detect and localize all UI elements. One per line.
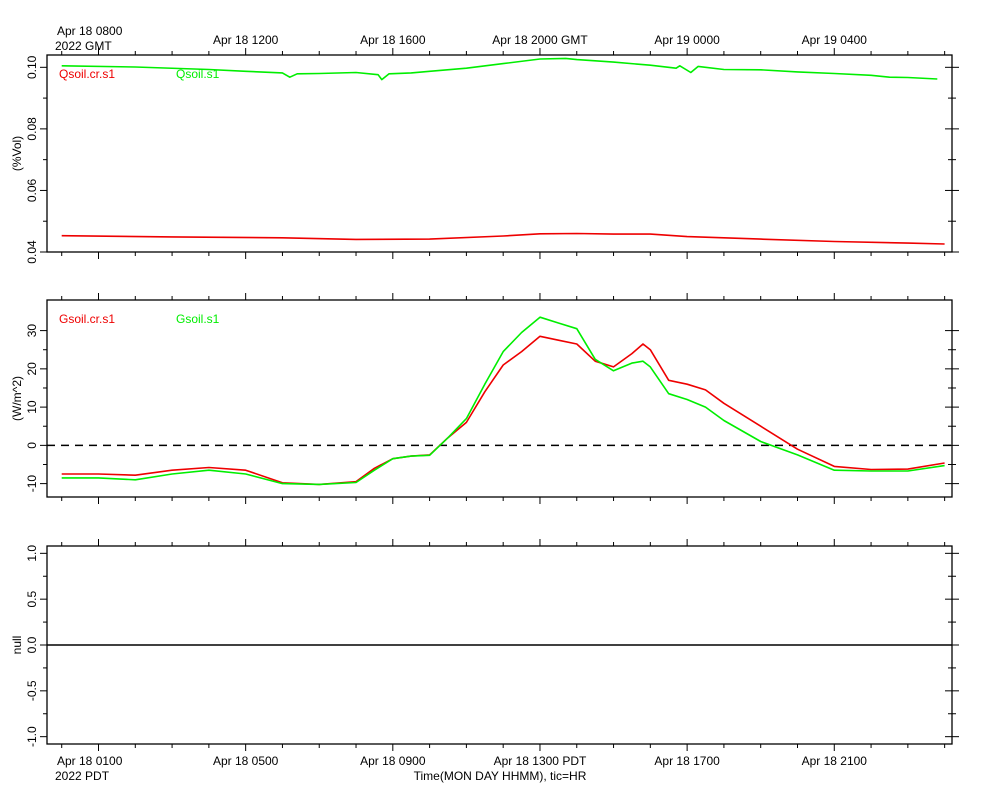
series-line-qsoil-cr-s1 — [61, 232, 945, 245]
top-axis-year-label: 2022 GMT — [55, 39, 112, 53]
bottom-axis-tick-label: Apr 18 0900 — [360, 754, 426, 768]
top-time-axis: Apr 18 0800 Apr 18 1200 Apr 18 1600 Apr 18 … — [57, 24, 867, 47]
y-axis-title: (W/m^2) — [10, 376, 24, 421]
legend-label-qsoil-cr-s1: Qsoil.cr.s1 — [59, 67, 115, 81]
y-tick-label: 0.10 — [25, 55, 39, 79]
soil-heat-flux-panel: -10 0 10 20 30 (W/m^2) Gsoil.cr.s1 Gsoil.s1 — [10, 293, 959, 504]
y-tick-label: 30 — [25, 324, 39, 338]
y-axis-title: (%Vol) — [10, 136, 24, 171]
series-line-qsoil-s1 — [61, 57, 938, 81]
y-axis-title: null — [10, 636, 24, 655]
bottom-axis-year-label: 2022 PDT — [55, 769, 110, 783]
y-tick-label: -1.0 — [25, 726, 39, 747]
top-axis-tick-label: Apr 19 0000 — [654, 33, 720, 47]
y-tick-label: 0.06 — [25, 178, 39, 202]
bottom-axis-tick-label: Apr 18 1700 — [654, 754, 720, 768]
top-axis-tick-label: Apr 18 1600 — [360, 33, 426, 47]
legend-label-gsoil-cr-s1: Gsoil.cr.s1 — [59, 312, 115, 326]
panel-frame — [46, 54, 953, 253]
panel-frame — [46, 299, 953, 498]
y-tick-label: 0.04 — [25, 240, 39, 264]
soil-moisture-panel: 0.04 0.06 0.08 0.10 (%Vol) Qsoil.cr.s1 Qsoil.s… — [10, 48, 959, 264]
top-axis-tick-label: Apr 18 1200 — [213, 33, 279, 47]
bottom-axis-tick-label: Apr 18 0500 — [213, 754, 279, 768]
y-tick-label: 0.0 — [25, 636, 39, 653]
series-line-gsoil-cr-s1 — [61, 335, 945, 486]
y-tick-label: 1.0 — [25, 545, 39, 562]
y-tick-label: 0.08 — [25, 117, 39, 141]
y-tick-label: 0.5 — [25, 591, 39, 608]
y-tick-label: -0.5 — [25, 680, 39, 701]
x-axis-title: Time(MON DAY HHMM), tic=HR — [414, 769, 587, 783]
bottom-axis-tick-label: Apr 18 0100 — [57, 754, 123, 768]
legend-label-gsoil-s1: Gsoil.s1 — [176, 312, 220, 326]
y-tick-label: 20 — [25, 362, 39, 376]
y-tick-label: -10 — [25, 475, 39, 493]
null-panel: -1.0 -0.5 0.0 0.5 1.0 null — [10, 539, 959, 751]
bottom-time-axis: Apr 18 0100 Apr 18 0500 Apr 18 0900 Apr 18 … — [57, 754, 867, 768]
top-axis-tick-label: Apr 18 2000 GMT — [492, 33, 588, 47]
top-axis-tick-label: Apr 19 0400 — [802, 33, 868, 47]
top-axis-tick-label: Apr 18 0800 — [57, 24, 123, 38]
bottom-axis-tick-label: Apr 18 2100 — [802, 754, 868, 768]
y-tick-label: 0 — [25, 442, 39, 449]
series-line-gsoil-s1 — [61, 316, 945, 486]
bottom-axis-tick-label: Apr 18 1300 PDT — [494, 754, 587, 768]
y-tick-label: 10 — [25, 400, 39, 414]
legend-label-qsoil-s1: Qsoil.s1 — [176, 67, 220, 81]
